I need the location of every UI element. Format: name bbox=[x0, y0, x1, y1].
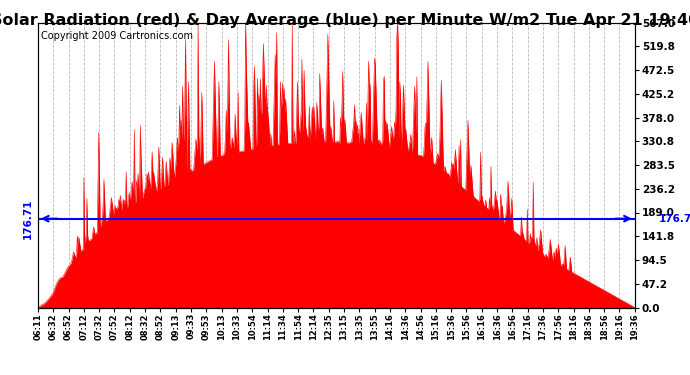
Text: 176.71: 176.71 bbox=[659, 214, 690, 223]
Text: Solar Radiation (red) & Day Average (blue) per Minute W/m2 Tue Apr 21 19:40: Solar Radiation (red) & Day Average (blu… bbox=[0, 13, 690, 28]
Text: 176.71: 176.71 bbox=[23, 198, 33, 239]
Text: Copyright 2009 Cartronics.com: Copyright 2009 Cartronics.com bbox=[41, 31, 193, 41]
